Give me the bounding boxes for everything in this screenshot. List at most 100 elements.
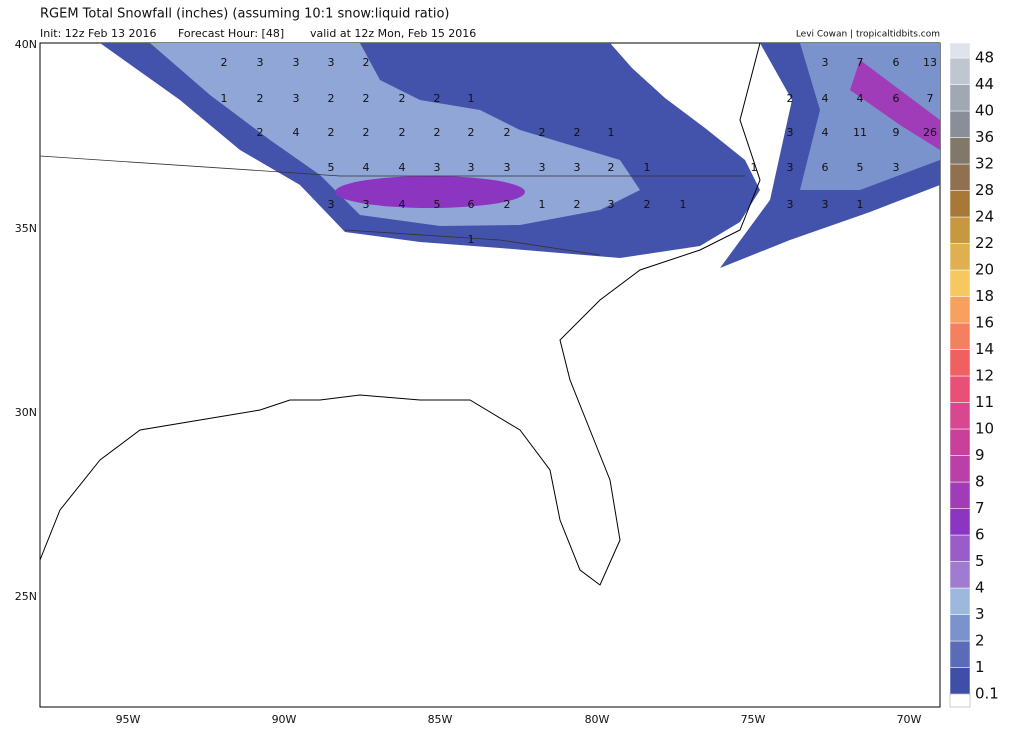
snowfall-label: 3	[328, 56, 335, 69]
snowfall-label: 1	[468, 233, 475, 246]
colorbar-label: 14	[975, 340, 994, 358]
colorbar-box	[949, 561, 971, 589]
snowfall-label: 3	[787, 198, 794, 211]
credit: Levi Cowan | tropicaltidbits.com	[796, 30, 940, 40]
snowfall-label: 3	[257, 56, 264, 69]
colorbar-label: 16	[975, 314, 994, 332]
title: RGEM Total Snowfall (inches) (assuming 1…	[40, 7, 450, 22]
lon-label: 90W	[272, 713, 297, 726]
init: Init: 12z Feb 13 2016	[40, 27, 157, 40]
colorbar-box	[949, 84, 971, 112]
colorbar-label: 28	[975, 181, 994, 199]
colorbar-box	[949, 243, 971, 271]
colorbar-box	[949, 296, 971, 324]
snowfall-label: 4	[822, 126, 829, 139]
snowfall-label: 6	[468, 198, 475, 211]
colorbar-label: 12	[975, 367, 994, 385]
snowfall-label: 3	[293, 56, 300, 69]
snowfall-label: 5	[434, 198, 441, 211]
snowfall-label: 1	[539, 198, 546, 211]
snowfall-label: 2	[644, 198, 651, 211]
colorbar-label: 3	[975, 605, 985, 623]
colorbar-label: 10	[975, 420, 994, 438]
snowfall-label: 5	[857, 161, 864, 174]
colorbar-label: 9	[975, 446, 985, 464]
colorbar-label: 11	[975, 393, 994, 411]
snowfall-label: 2	[504, 126, 511, 139]
snowfall-label: 6	[822, 161, 829, 174]
colorbar-label: 44	[975, 75, 994, 93]
colorbar-label: 22	[975, 234, 994, 252]
snowfall-label: 3	[468, 161, 475, 174]
snowfall-label: 3	[787, 126, 794, 139]
lon-label: 70W	[897, 713, 922, 726]
colorbar-box	[949, 269, 971, 297]
lon-label: 95W	[116, 713, 141, 726]
colorbar-box	[949, 190, 971, 218]
forecast-hour: Forecast Hour: [48]	[178, 27, 284, 40]
snowfall-label: 3	[822, 56, 829, 69]
lon-label: 85W	[428, 713, 453, 726]
colorbar-label: 5	[975, 552, 985, 570]
snowfall-label: 7	[857, 56, 864, 69]
snowfall-label: 2	[328, 126, 335, 139]
colorbar-box	[949, 322, 971, 350]
snowfall-label: 13	[923, 56, 937, 69]
snowfall-label: 3	[539, 161, 546, 174]
colorbar-box	[949, 508, 971, 536]
snowfall-label: 7	[927, 92, 934, 105]
state-border	[39, 155, 745, 177]
snowfall-label: 2	[363, 56, 370, 69]
snowfall-label: 4	[363, 161, 370, 174]
colorbar-box	[949, 349, 971, 377]
colorbar-box	[949, 640, 971, 668]
snowfall-label: 2	[574, 198, 581, 211]
colorbar-label: 32	[975, 155, 994, 173]
colorbar-label: 8	[975, 473, 985, 491]
snowfall-label: 4	[399, 161, 406, 174]
colorbar-label: 4	[975, 579, 985, 597]
snowfall-label: 26	[923, 126, 937, 139]
snowfall-label: 2	[539, 126, 546, 139]
lat-label: 35N	[15, 222, 37, 235]
colorbar-box	[949, 42, 971, 59]
snowfall-label: 1	[644, 161, 651, 174]
snowfall-label: 6	[893, 56, 900, 69]
colorbar-label: 20	[975, 261, 994, 279]
snowfall-label: 3	[434, 161, 441, 174]
snowfall-label: 3	[574, 161, 581, 174]
snowfall-label: 4	[857, 92, 864, 105]
snowfall-label: 4	[822, 92, 829, 105]
snow-shading	[335, 176, 525, 208]
colorbar-box	[949, 455, 971, 483]
snowfall-label: 2	[787, 92, 794, 105]
snowfall-label: 1	[221, 92, 228, 105]
lat-label: 30N	[15, 406, 37, 419]
colorbar-box	[949, 693, 971, 708]
snow-shading	[800, 43, 940, 190]
snowfall-label: 2	[504, 198, 511, 211]
state-border	[344, 229, 601, 256]
snowfall-label: 3	[363, 198, 370, 211]
snowfall-label: 9	[893, 126, 900, 139]
map-area	[39, 42, 941, 708]
colorbar-box	[949, 163, 971, 191]
colorbar-label: 7	[975, 499, 985, 517]
snowfall-label: 1	[680, 198, 687, 211]
snowfall-label: 6	[893, 92, 900, 105]
snowfall-label: 2	[257, 126, 264, 139]
snowfall-label: 3	[822, 198, 829, 211]
snowfall-label: 2	[468, 126, 475, 139]
colorbar-box	[949, 428, 971, 456]
lon-label: 80W	[585, 713, 610, 726]
colorbar-label: 36	[975, 128, 994, 146]
lon-label: 75W	[741, 713, 766, 726]
colorbar-box	[949, 587, 971, 615]
snowfall-label: 3	[328, 198, 335, 211]
colorbar-box	[949, 375, 971, 403]
colorbar-label: 18	[975, 287, 994, 305]
colorbar-label: 0.1	[975, 685, 999, 703]
snow-shading	[850, 60, 940, 150]
